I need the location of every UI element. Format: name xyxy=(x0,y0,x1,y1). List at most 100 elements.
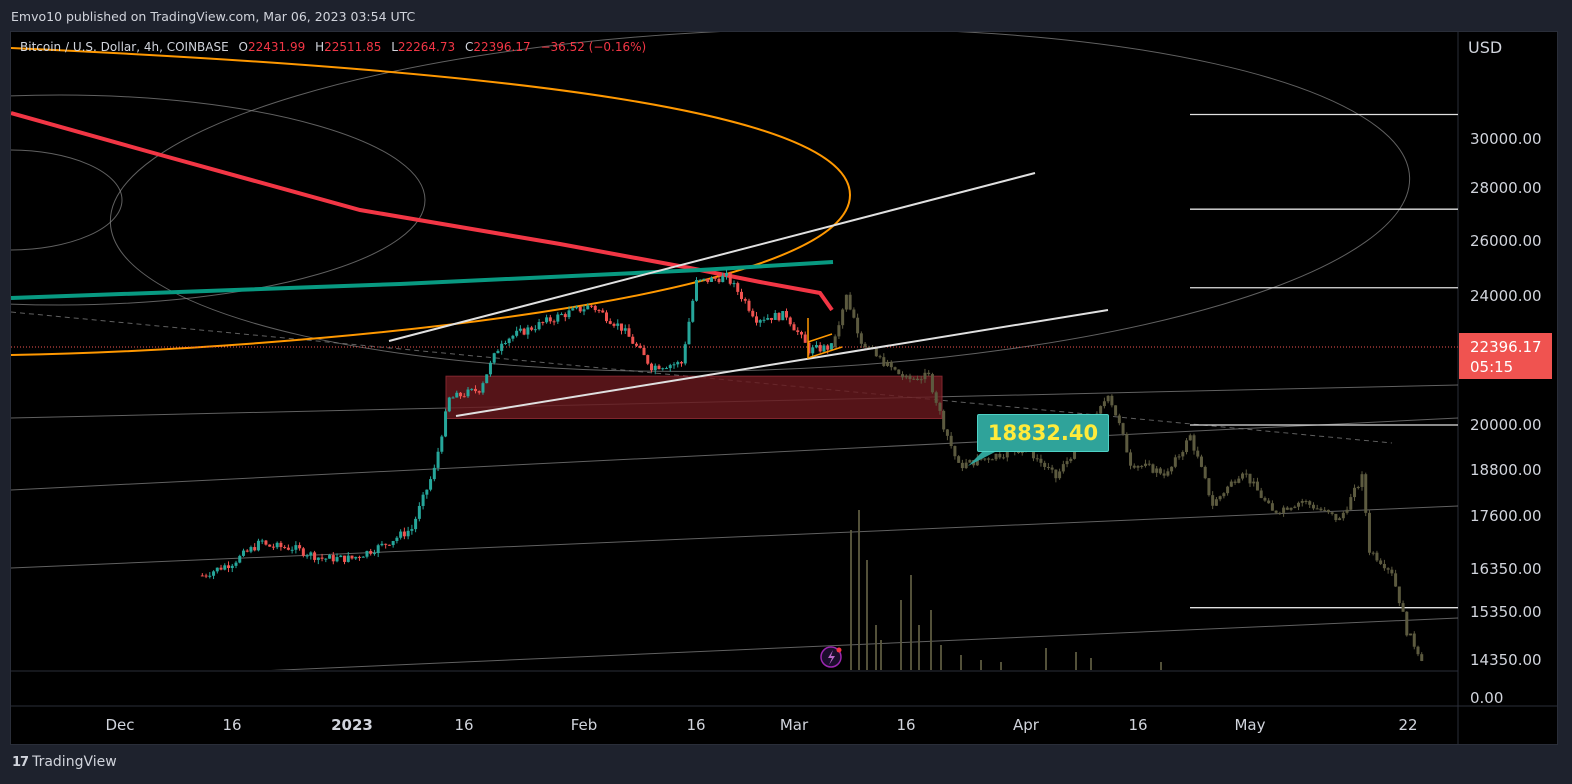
currency-label[interactable]: USD xyxy=(1468,38,1503,57)
projection-candle-body-31 xyxy=(945,429,949,436)
candle-body-36 xyxy=(335,557,339,562)
candle-body-112 xyxy=(620,323,623,331)
projection-candle-body-126 xyxy=(1300,500,1304,503)
projection-candle-body-4 xyxy=(844,294,848,310)
candle-body-155 xyxy=(781,311,785,321)
candle-body-30 xyxy=(313,552,317,560)
candle-body-2 xyxy=(208,575,212,577)
projection-candle-body-134 xyxy=(1330,512,1334,514)
projection-candle-body-54 xyxy=(1031,447,1035,459)
projection-candle-body-72 xyxy=(1099,406,1103,414)
candle-body-27 xyxy=(301,548,305,556)
projection-candle-body-47 xyxy=(1005,450,1009,458)
projection-candle-body-95 xyxy=(1185,440,1189,453)
candle-body-22 xyxy=(283,547,287,549)
projection-candle-body-60 xyxy=(1054,469,1058,479)
candle-body-130 xyxy=(687,321,691,345)
candle-body-23 xyxy=(286,547,290,550)
candle-body-141 xyxy=(728,272,732,284)
projection-candle-body-14 xyxy=(882,357,886,366)
projection-candle-body-132 xyxy=(1323,509,1327,511)
event-dot xyxy=(836,647,842,653)
projection-candle-body-108 xyxy=(1233,481,1237,483)
candle-body-133 xyxy=(698,279,702,281)
candle-body-28 xyxy=(305,555,309,557)
candle-body-138 xyxy=(717,278,721,283)
candle-body-159 xyxy=(796,330,800,333)
candle-body-127 xyxy=(676,362,680,365)
candle-body-124 xyxy=(665,368,668,370)
candle-body-100 xyxy=(575,306,579,309)
projection-candle-body-153 xyxy=(1401,603,1405,612)
projection-candle-body-33 xyxy=(953,446,957,457)
projection-candle-body-120 xyxy=(1278,512,1282,514)
projection-candle-body-35 xyxy=(960,462,964,469)
candle-body-134 xyxy=(702,278,706,280)
projection-candle-body-135 xyxy=(1334,513,1338,521)
candle-body-71 xyxy=(466,389,470,397)
projection-volume-bar-15 xyxy=(1090,658,1092,670)
top-bar xyxy=(0,0,1572,32)
high-label: H xyxy=(315,40,325,54)
projection-candle-body-16 xyxy=(889,361,893,368)
candle-body-16 xyxy=(260,540,264,542)
candle-body-69 xyxy=(459,392,463,397)
candle-body-65 xyxy=(444,411,448,437)
candle-body-56 xyxy=(410,529,414,531)
candle-body-107 xyxy=(601,310,605,313)
candle-body-18 xyxy=(268,544,272,547)
projection-candle-body-123 xyxy=(1289,507,1293,510)
projection-candle-body-86 xyxy=(1151,464,1155,473)
tradingview-brand[interactable]: 17 TradingView xyxy=(12,754,117,770)
candle-body-85 xyxy=(518,328,522,331)
candle-body-6 xyxy=(223,565,227,570)
gray-channel-line-3 xyxy=(270,617,1458,670)
lower-trendline xyxy=(455,309,1109,417)
candle-body-11 xyxy=(241,550,245,556)
candle-body-58 xyxy=(417,505,421,519)
upper-trendline xyxy=(388,172,1036,342)
candle-body-52 xyxy=(395,537,399,542)
projection-candle-body-46 xyxy=(1002,457,1006,459)
candle-body-131 xyxy=(691,300,695,322)
projection-candle-body-82 xyxy=(1136,466,1140,468)
candle-body-162 xyxy=(807,342,811,354)
projection-volume-bar-13 xyxy=(1045,648,1047,670)
projection-candle-body-118 xyxy=(1270,503,1274,511)
projection-candle-body-12 xyxy=(874,348,878,357)
candle-body-153 xyxy=(773,312,777,320)
candle-body-63 xyxy=(436,451,440,468)
projection-candle-body-102 xyxy=(1211,495,1215,506)
projection-candle-body-28 xyxy=(934,392,938,403)
projection-volume-bar-1 xyxy=(858,510,860,670)
gray-channel-line-1 xyxy=(11,417,1458,491)
projection-candle-body-151 xyxy=(1394,573,1398,587)
candle-body-165 xyxy=(818,345,822,352)
projection-candle-body-156 xyxy=(1412,633,1416,647)
time-axis-label-0: Dec xyxy=(105,716,134,734)
projection-candle-body-36 xyxy=(964,462,968,469)
candle-body-93 xyxy=(548,317,552,322)
projection-candle-body-88 xyxy=(1158,468,1162,474)
projection-candle-body-90 xyxy=(1166,471,1170,476)
projection-volume-bar-14 xyxy=(1075,652,1077,670)
candle-body-129 xyxy=(683,344,687,364)
candle-body-132 xyxy=(695,279,698,301)
projection-candle-body-15 xyxy=(886,361,890,366)
projection-candle-body-130 xyxy=(1315,508,1319,510)
projection-candle-body-84 xyxy=(1143,463,1147,466)
projection-candle-body-124 xyxy=(1293,506,1297,508)
price-callout[interactable]: 18832.40 xyxy=(977,414,1109,452)
candle-body-26 xyxy=(298,545,302,549)
candle-body-111 xyxy=(616,323,620,326)
candle-body-81 xyxy=(503,342,507,344)
candle-body-62 xyxy=(432,467,436,480)
candle-body-160 xyxy=(799,332,803,335)
candle-body-121 xyxy=(653,365,657,371)
projection-volume-bar-11 xyxy=(980,660,982,670)
candle-body-59 xyxy=(421,494,425,506)
price-axis-label-7: 16350.00 xyxy=(1470,560,1542,578)
projection-candle-body-129 xyxy=(1311,504,1315,509)
candle-body-89 xyxy=(533,329,537,331)
